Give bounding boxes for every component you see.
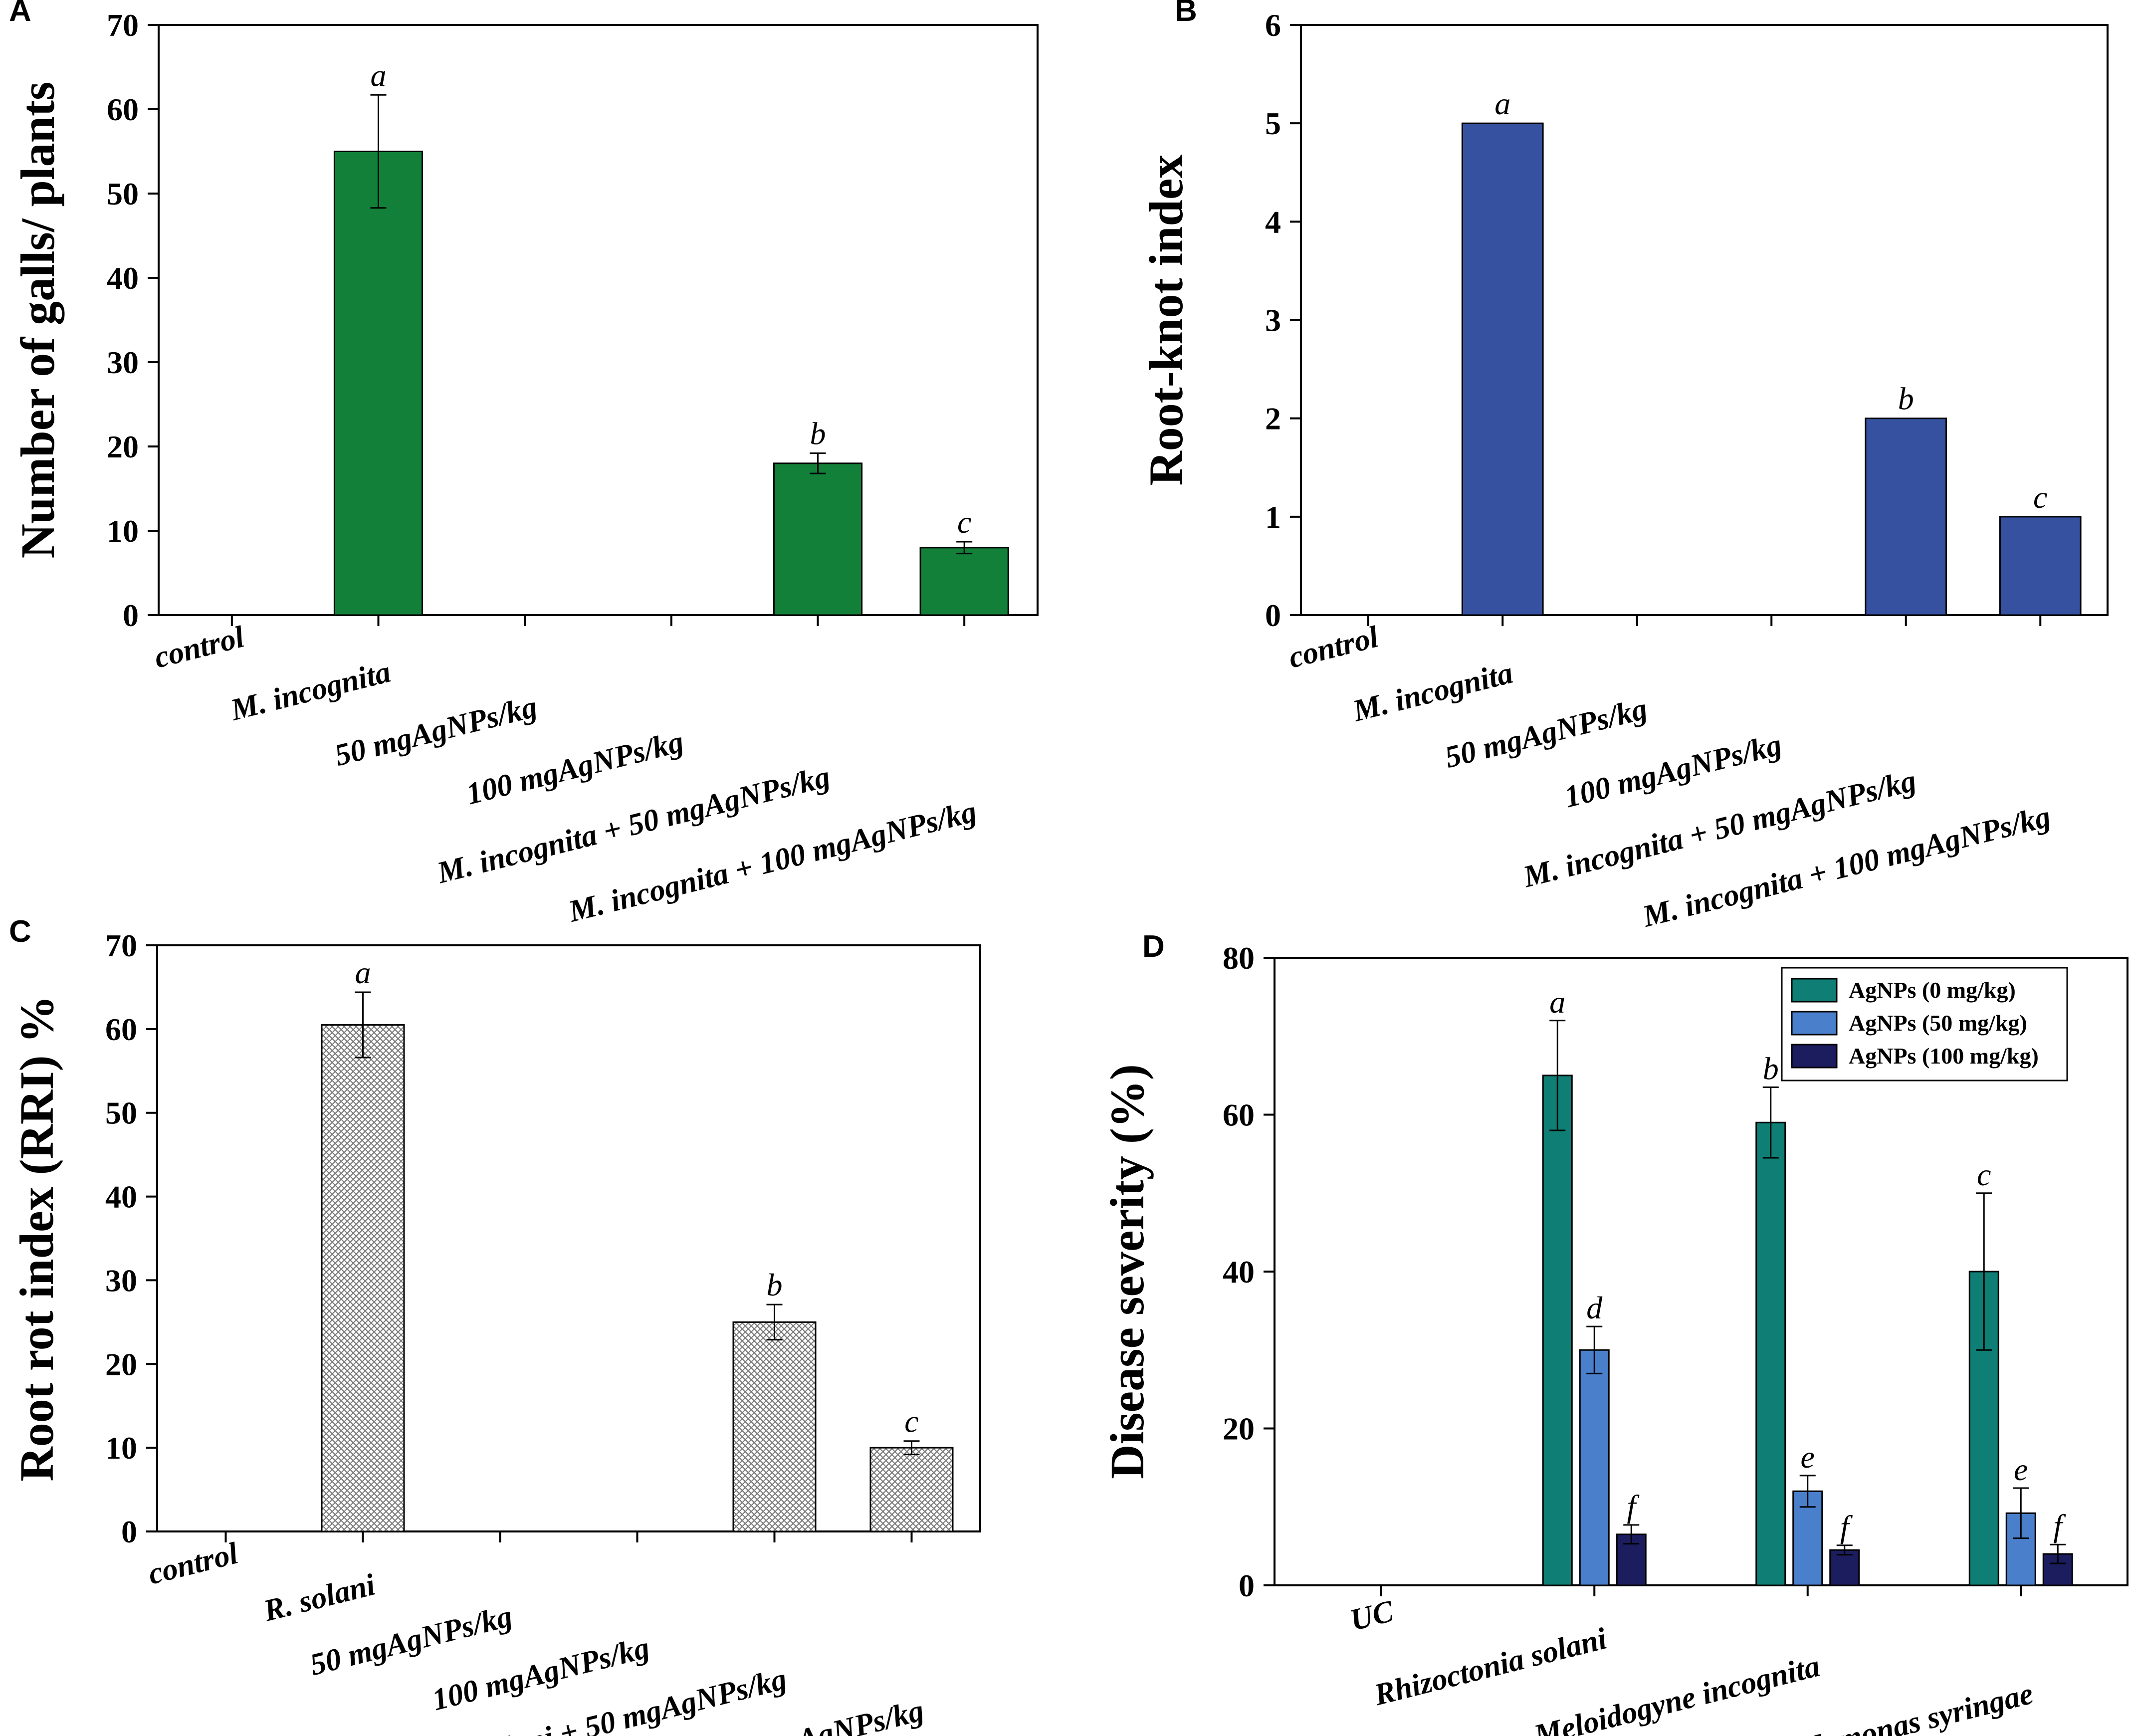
plot-frame xyxy=(1300,24,2109,616)
y-tick-label: 30 xyxy=(105,1263,137,1298)
significance-label: c xyxy=(2033,479,2047,515)
bar xyxy=(919,547,1009,616)
plot-frame xyxy=(158,24,1039,616)
panel-letter-b: B xyxy=(1175,0,1197,28)
bar xyxy=(1461,122,1544,616)
panel-a: A 0 10 20 30 40 50 60 70 Number of galls/ plants a… xyxy=(9,0,1039,929)
significance-label: b xyxy=(1898,381,1914,417)
y-tick-label: 70 xyxy=(105,928,137,963)
y-tick-label: 60 xyxy=(105,1012,137,1047)
y-tick-label: 40 xyxy=(107,260,139,296)
y-tick-label: 0 xyxy=(123,598,139,633)
y-tick-label: 60 xyxy=(107,92,139,127)
y-tick-label: 0 xyxy=(121,1514,137,1549)
x-category-label: control xyxy=(151,620,248,674)
plot-frame xyxy=(156,944,981,1532)
x-category-label: 50 mgAgNPs/kg xyxy=(1442,692,1651,775)
significance-label: a xyxy=(355,955,371,990)
y-tick-label: 5 xyxy=(1265,106,1281,141)
y-axis-title: Root-knot index xyxy=(1139,154,1193,485)
legend-entry: AgNPs (0 mg/kg) xyxy=(1849,977,2016,1003)
y-tick-label: 2 xyxy=(1265,401,1281,436)
significance-label: a xyxy=(1549,984,1565,1020)
panel-letter-d: D xyxy=(1142,929,1165,964)
bar-agnps-0-mg-kg- xyxy=(1755,1121,1786,1586)
y-tick-label: 50 xyxy=(105,1095,137,1131)
legend: AgNPs (0 mg/kg) AgNPs (50 mg/kg) AgNPs (10… xyxy=(1781,967,2068,1082)
significance-label: e xyxy=(2014,1452,2028,1487)
bar-agnps-0-mg-kg- xyxy=(1542,1075,1573,1586)
y-tick-label: 3 xyxy=(1265,303,1281,338)
x-category-label: 100 mgAgNPs/kg xyxy=(1561,728,1785,815)
y-tick-label: 30 xyxy=(107,345,139,380)
significance-label: b xyxy=(1763,1051,1779,1086)
legend-entry: AgNPs (100 mg/kg) xyxy=(1849,1043,2039,1069)
y-tick-label: 80 xyxy=(1223,940,1255,976)
significance-label: b xyxy=(810,416,826,451)
significance-label: d xyxy=(1586,1290,1603,1325)
y-tick-label: 40 xyxy=(1223,1254,1255,1290)
x-category-label: control xyxy=(1285,620,1382,674)
bar xyxy=(1865,418,1947,616)
panel-c: C 0 10 20 30 40 50 60 70 Root rot index (RRI) % a b… xyxy=(9,914,981,1736)
x-category-label: M. incognita xyxy=(1349,656,1516,728)
x-category-label: UC xyxy=(1347,1594,1397,1637)
panel-letter-c: C xyxy=(9,914,31,949)
bar xyxy=(321,1024,405,1532)
y-tick-label: 0 xyxy=(1265,598,1281,633)
significance-label: b xyxy=(767,1267,783,1302)
x-category-label: Rhizoctonia solani xyxy=(1370,1622,1610,1713)
y-tick-label: 50 xyxy=(107,176,139,212)
significance-label: f xyxy=(1840,1509,1853,1544)
significance-label: f xyxy=(1627,1489,1640,1524)
y-tick-label: 40 xyxy=(105,1179,137,1215)
significance-label: c xyxy=(1977,1157,1991,1192)
legend-swatch xyxy=(1791,1011,1838,1036)
legend-swatch xyxy=(1791,978,1838,1003)
x-category-label: 50 mgAgNPs/kg xyxy=(307,1599,516,1682)
bar xyxy=(869,1447,954,1532)
x-category-label: control xyxy=(145,1536,241,1591)
y-tick-label: 20 xyxy=(105,1346,137,1382)
significance-label: e xyxy=(1801,1439,1815,1475)
bar-agnps-50-mg-kg- xyxy=(1579,1349,1610,1586)
y-tick-label: 6 xyxy=(1265,7,1281,43)
significance-label: c xyxy=(904,1404,918,1439)
y-tick-label: 10 xyxy=(107,513,139,549)
x-category-label: 50 mgAgNPs/kg xyxy=(331,690,540,773)
significance-label: c xyxy=(957,504,971,540)
y-tick-label: 10 xyxy=(105,1430,137,1466)
bar xyxy=(1999,516,2082,616)
y-axis-title: Number of galls/ plants xyxy=(11,82,64,559)
y-axis-title: Disease severity (%) xyxy=(1100,1064,1154,1479)
bar xyxy=(732,1321,817,1532)
x-category-label: R. solani xyxy=(260,1568,379,1628)
y-tick-label: 70 xyxy=(107,7,139,43)
y-axis-title: Root rot index (RRI) % xyxy=(10,995,63,1481)
legend-swatch xyxy=(1791,1044,1838,1069)
bar xyxy=(773,462,863,616)
x-category-label: M. incognita xyxy=(227,655,394,727)
bar-agnps-100-mg-kg- xyxy=(1829,1549,1860,1586)
y-tick-label: 20 xyxy=(1223,1411,1255,1447)
bar xyxy=(333,151,424,616)
y-tick-label: 0 xyxy=(1239,1568,1255,1603)
y-tick-label: 60 xyxy=(1223,1097,1255,1133)
significance-label: f xyxy=(2053,1508,2066,1543)
significance-label: a xyxy=(1494,86,1510,121)
y-tick-label: 1 xyxy=(1265,499,1281,535)
y-tick-label: 4 xyxy=(1265,204,1281,239)
panel-letter-a: A xyxy=(9,0,31,28)
legend-entry: AgNPs (50 mg/kg) xyxy=(1849,1010,2027,1036)
y-tick-label: 20 xyxy=(107,429,139,464)
significance-label: a xyxy=(371,57,387,93)
x-category-label: 100 mgAgNPs/kg xyxy=(463,725,687,812)
